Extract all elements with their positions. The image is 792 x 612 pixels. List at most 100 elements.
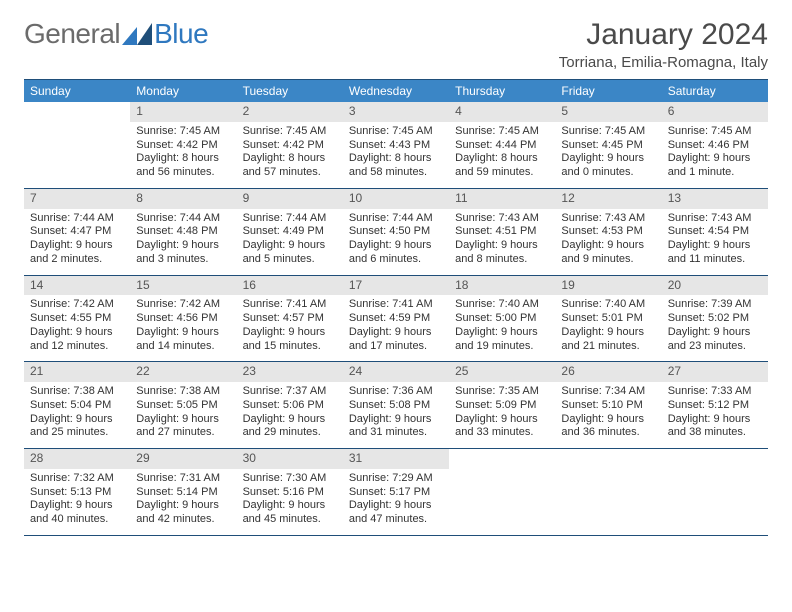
sunset-line: Sunset: 5:01 PM: [561, 312, 655, 326]
daynum-cell: 15: [130, 276, 236, 296]
sunset-line: Sunset: 4:57 PM: [243, 312, 337, 326]
day-number: 13: [668, 191, 681, 205]
daylight-line: Daylight: 9 hours and 19 minutes.: [455, 326, 549, 354]
detail-cell: Sunrise: 7:40 AMSunset: 5:00 PMDaylight:…: [449, 295, 555, 362]
weekday-wed: Wednesday: [343, 80, 449, 102]
week-separator: [24, 535, 768, 536]
logo-text-b: Blue: [154, 18, 208, 50]
sunrise-line: Sunrise: 7:42 AM: [136, 298, 230, 312]
detail-cell: Sunrise: 7:38 AMSunset: 5:04 PMDaylight:…: [24, 382, 130, 449]
daynum-cell: 1: [130, 102, 236, 122]
day-number: 11: [455, 191, 467, 205]
day-number: 1: [136, 104, 143, 118]
sunset-line: Sunset: 4:54 PM: [668, 225, 762, 239]
daynum-row: 21222324252627: [24, 362, 768, 382]
daylight-line: Daylight: 9 hours and 15 minutes.: [243, 326, 337, 354]
day-number: 3: [349, 104, 356, 118]
daynum-cell: 4: [449, 102, 555, 122]
detail-cell: Sunrise: 7:45 AMSunset: 4:42 PMDaylight:…: [237, 122, 343, 189]
daynum-cell: 23: [237, 362, 343, 382]
daynum-cell: 30: [237, 449, 343, 469]
sunrise-line: Sunrise: 7:41 AM: [243, 298, 337, 312]
sunrise-line: Sunrise: 7:41 AM: [349, 298, 443, 312]
sunrise-line: Sunrise: 7:45 AM: [668, 125, 762, 139]
sunrise-line: Sunrise: 7:43 AM: [455, 212, 549, 226]
daylight-line: Daylight: 8 hours and 56 minutes.: [136, 152, 230, 180]
detail-cell: Sunrise: 7:43 AMSunset: 4:54 PMDaylight:…: [662, 209, 768, 276]
daynum-cell: [24, 102, 130, 122]
sunset-line: Sunset: 5:02 PM: [668, 312, 762, 326]
sunset-line: Sunset: 4:48 PM: [136, 225, 230, 239]
detail-row: Sunrise: 7:45 AM Sunset: 4:42 PM Daylight:…: [24, 122, 768, 189]
calendar-page: General Blue January 2024 Torriana, Emil…: [0, 0, 792, 612]
detail-cell: Sunrise: 7:44 AMSunset: 4:48 PMDaylight:…: [130, 209, 236, 276]
detail-cell: Sunrise: 7:35 AMSunset: 5:09 PMDaylight:…: [449, 382, 555, 449]
daylight-line: Daylight: 9 hours and 14 minutes.: [136, 326, 230, 354]
day-number: 7: [30, 191, 37, 205]
detail-cell: [662, 469, 768, 536]
daynum-cell: 10: [343, 189, 449, 209]
daynum-cell: 24: [343, 362, 449, 382]
calendar-tbody: 123456Sunrise: 7:45 AMSunset: 4:42 PMDay…: [24, 102, 768, 536]
sunrise-line: Sunrise: 7:45 AM: [455, 125, 549, 139]
sunset-line: Sunset: 4:42 PM: [243, 139, 337, 153]
day-number: 29: [136, 451, 149, 465]
daylight-line: Daylight: 9 hours and 12 minutes.: [30, 326, 124, 354]
sunset-line: Sunset: 5:00 PM: [455, 312, 549, 326]
sunset-line: Sunset: 4:53 PM: [561, 225, 655, 239]
day-number: 12: [561, 191, 574, 205]
day-number: 8: [136, 191, 143, 205]
separator-cell: [24, 535, 768, 536]
sunrise-line: Sunrise: 7:38 AM: [136, 385, 230, 399]
daylight-line: Daylight: 9 hours and 42 minutes.: [136, 499, 230, 527]
daynum-cell: 18: [449, 276, 555, 296]
day-number: 18: [455, 278, 468, 292]
daylight-line: Daylight: 9 hours and 2 minutes.: [30, 239, 124, 267]
day-number: 31: [349, 451, 362, 465]
daynum-cell: [449, 449, 555, 469]
sunset-line: Sunset: 4:47 PM: [30, 225, 124, 239]
daylight-line: Daylight: 9 hours and 31 minutes.: [349, 413, 443, 441]
detail-cell: Sunrise: 7:37 AMSunset: 5:06 PMDaylight:…: [237, 382, 343, 449]
daynum-cell: 28: [24, 449, 130, 469]
sunset-line: Sunset: 5:04 PM: [30, 399, 124, 413]
day-number: 25: [455, 364, 468, 378]
daynum-cell: 9: [237, 189, 343, 209]
detail-cell: Sunrise: 7:43 AMSunset: 4:53 PMDaylight:…: [555, 209, 661, 276]
daylight-line: Daylight: 8 hours and 59 minutes.: [455, 152, 549, 180]
detail-cell: Sunrise: 7:42 AMSunset: 4:56 PMDaylight:…: [130, 295, 236, 362]
sunrise-line: Sunrise: 7:36 AM: [349, 385, 443, 399]
daynum-cell: 27: [662, 362, 768, 382]
daynum-cell: 11: [449, 189, 555, 209]
weekday-thu: Thursday: [449, 80, 555, 102]
sunrise-line: Sunrise: 7:44 AM: [136, 212, 230, 226]
daynum-cell: 16: [237, 276, 343, 296]
daylight-line: Daylight: 9 hours and 23 minutes.: [668, 326, 762, 354]
daylight-line: Daylight: 9 hours and 11 minutes.: [668, 239, 762, 267]
daylight-line: Daylight: 9 hours and 47 minutes.: [349, 499, 443, 527]
sunrise-line: Sunrise: 7:43 AM: [668, 212, 762, 226]
daynum-cell: 21: [24, 362, 130, 382]
daynum-row: 7 8 910 11 12 13: [24, 189, 768, 209]
daylight-line: Daylight: 9 hours and 36 minutes.: [561, 413, 655, 441]
daylight-line: Daylight: 9 hours and 9 minutes.: [561, 239, 655, 267]
sunset-line: Sunset: 5:13 PM: [30, 486, 124, 500]
detail-cell: Sunrise: 7:45 AMSunset: 4:45 PMDaylight:…: [555, 122, 661, 189]
logo: General Blue: [24, 18, 208, 50]
sunset-line: Sunset: 5:09 PM: [455, 399, 549, 413]
daylight-line: Daylight: 9 hours and 45 minutes.: [243, 499, 337, 527]
detail-cell: Sunrise: 7:41 AMSunset: 4:57 PMDaylight:…: [237, 295, 343, 362]
detail-cell: [555, 469, 661, 536]
daynum-cell: 19: [555, 276, 661, 296]
day-number: 5: [561, 104, 568, 118]
daynum-cell: 20: [662, 276, 768, 296]
sunset-line: Sunset: 4:56 PM: [136, 312, 230, 326]
daynum-cell: 14: [24, 276, 130, 296]
calendar-table: Sunday Monday Tuesday Wednesday Thursday…: [24, 80, 768, 536]
detail-cell: Sunrise: 7:45 AMSunset: 4:42 PMDaylight:…: [130, 122, 236, 189]
sunrise-line: Sunrise: 7:34 AM: [561, 385, 655, 399]
daylight-line: Daylight: 9 hours and 8 minutes.: [455, 239, 549, 267]
detail-cell: Sunrise: 7:30 AMSunset: 5:16 PMDaylight:…: [237, 469, 343, 536]
daynum-cell: 22: [130, 362, 236, 382]
detail-cell: Sunrise: 7:45 AMSunset: 4:46 PMDaylight:…: [662, 122, 768, 189]
